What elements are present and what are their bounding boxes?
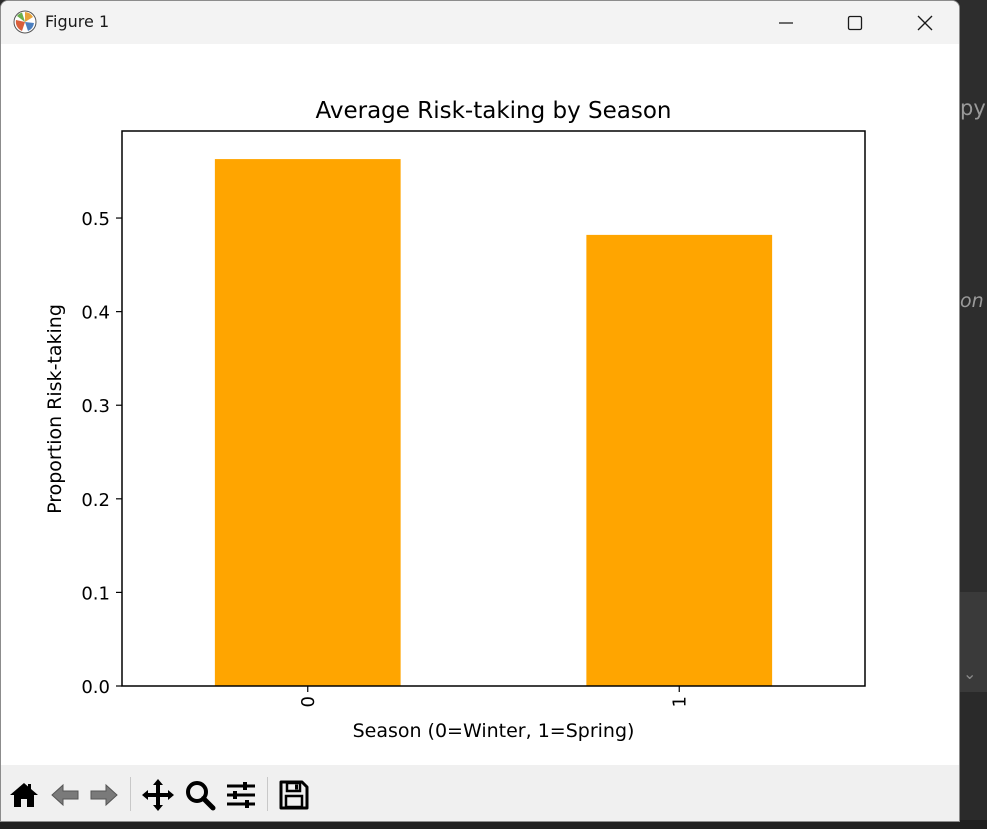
floppy-disk-icon [279, 780, 309, 810]
background-text-fragment: py [960, 96, 986, 120]
chevron-down-icon: ⌄ [963, 664, 977, 683]
configure-subplots-button[interactable] [223, 777, 259, 813]
axes-frame [121, 130, 866, 687]
toolbar-separator [267, 777, 268, 811]
close-button[interactable] [892, 1, 958, 44]
y-tick-label: 0.5 [81, 209, 110, 230]
matplotlib-logo-icon [13, 10, 37, 34]
x-axis-label: Season (0=Winter, 1=Spring) [353, 720, 635, 742]
save-button[interactable] [276, 777, 312, 813]
back-button[interactable] [47, 777, 83, 813]
y-tick-label: 0.1 [81, 583, 110, 604]
background-panel [960, 692, 987, 829]
taskbar-strip [0, 820, 987, 829]
background-text-fragment: on [960, 290, 984, 312]
chart-title: Average Risk-taking by Season [315, 98, 671, 124]
navigation-toolbar [1, 765, 959, 821]
toolbar-separator [130, 777, 131, 811]
y-tick-label: 0.2 [81, 490, 110, 511]
maximize-button[interactable] [822, 1, 888, 44]
maximize-icon [847, 15, 863, 30]
close-icon [917, 15, 933, 30]
bar-chart: 0.0 0.1 0.2 0.3 0.4 0.5 0 1 Average Risk-takin… [44, 98, 866, 742]
window-title: Figure 1 [45, 12, 110, 31]
magnifier-icon [186, 781, 216, 811]
y-axis-label: Proportion Risk-taking [44, 304, 66, 514]
x-tick-label: 1 [669, 696, 690, 707]
zoom-button[interactable] [182, 777, 218, 813]
forward-button[interactable] [86, 777, 122, 813]
figure-canvas[interactable]: 0.0 0.1 0.2 0.3 0.4 0.5 0 1 Average Risk-takin… [1, 44, 959, 765]
arrow-right-icon [90, 783, 118, 807]
home-button[interactable] [6, 777, 42, 813]
pan-button[interactable] [140, 777, 176, 813]
y-tick-label: 0.4 [81, 303, 110, 324]
minimize-icon [779, 21, 793, 24]
figure-window: Figure 1 0.0 0.1 0.2 0.3 0.4 0.5 0 1 Average R… [0, 0, 960, 822]
home-icon [10, 783, 38, 807]
bar-0 [214, 159, 401, 686]
x-tick-label: 0 [298, 696, 319, 707]
y-tick-label: 0.0 [81, 677, 110, 698]
move-icon [142, 779, 174, 811]
y-tick-label: 0.3 [81, 396, 110, 417]
background-panel [960, 592, 987, 692]
minimize-button[interactable] [753, 1, 819, 44]
sliders-icon [227, 782, 255, 808]
arrow-left-icon [51, 783, 79, 807]
title-bar[interactable]: Figure 1 [1, 1, 959, 44]
bar-1 [586, 234, 773, 686]
background-app: py on ⌄ [960, 0, 987, 829]
